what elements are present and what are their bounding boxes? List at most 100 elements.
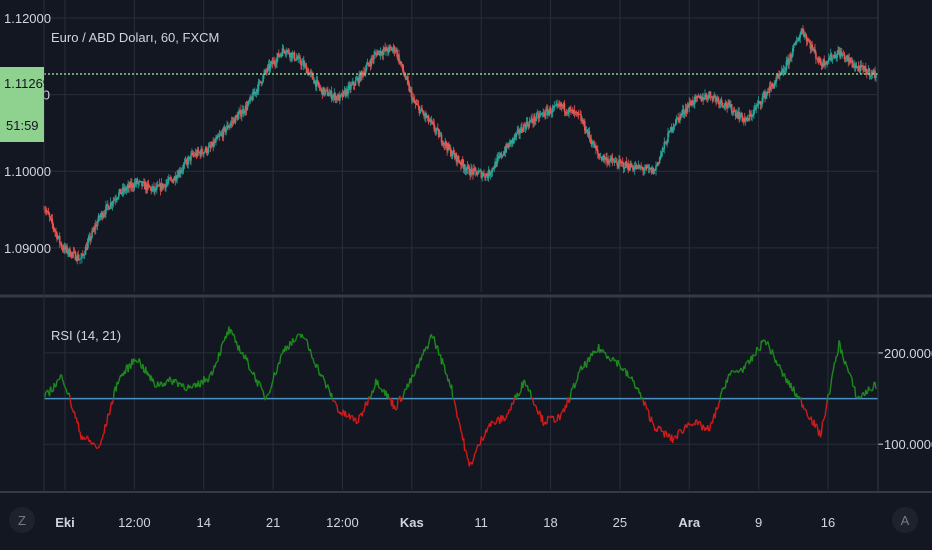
time-axis-label: 11 (474, 515, 488, 530)
price-candle-body (753, 109, 755, 115)
price-candle-body (449, 148, 452, 157)
rsi-segment (65, 389, 68, 394)
price-candle-body (458, 160, 460, 163)
price-candle-body (532, 121, 534, 123)
price-candle-body (567, 112, 569, 114)
price-candle-body (274, 62, 276, 65)
rsi-legend[interactable]: RSI (14, 21) (51, 328, 121, 343)
price-candle-body (434, 129, 436, 132)
corner-button-left-bg[interactable] (9, 507, 35, 533)
price-candle-body (473, 168, 476, 169)
price-candle-body (406, 76, 409, 81)
price-candle-body (618, 159, 620, 168)
price-candle-body (510, 140, 512, 142)
rsi-segment (45, 390, 48, 393)
time-axis-label: 21 (266, 515, 280, 530)
rsi-segment (260, 387, 263, 390)
price-candle-body (464, 168, 467, 171)
price-candle-body (691, 100, 693, 106)
auto-scale-right[interactable]: A (892, 507, 918, 533)
corner-button-right-bg[interactable] (892, 507, 918, 533)
price-candle-body (236, 116, 239, 120)
rsi-segment (357, 414, 360, 423)
price-candle-body (89, 236, 92, 241)
price-candle-body (329, 91, 332, 94)
price-candle-body (70, 252, 73, 257)
rsi-segment (613, 359, 616, 362)
price-candle-body (856, 66, 859, 67)
rsi-segment (674, 435, 677, 438)
price-candle-body (548, 108, 551, 112)
price-candle-body (804, 34, 807, 37)
price-candle-body (199, 152, 202, 156)
rsi-segment (538, 410, 542, 413)
price-candle-body (316, 80, 319, 82)
price-candle-body (213, 141, 215, 147)
corner-button-left-label[interactable]: Z (18, 513, 26, 528)
price-candle-body (343, 90, 346, 92)
auto-scale-left[interactable]: Z (9, 507, 35, 533)
rsi-segment (573, 384, 577, 389)
price-tick-label: 1.09000 (4, 241, 51, 256)
rsi-segment (393, 405, 396, 410)
price-candle-body (290, 52, 292, 58)
price-candle-body (338, 94, 340, 101)
rsi-segment (94, 444, 97, 447)
rsi-segment (414, 370, 417, 375)
price-candle-body (780, 70, 783, 74)
price-candle-body (441, 142, 444, 145)
time-axis[interactable]: Eki 12:00 14 21 12:00 Kas 11 18 25 Ara 9 16 (55, 515, 835, 530)
rsi-segment (60, 374, 64, 380)
price-candle-body (597, 153, 600, 157)
price-candle-body (422, 111, 424, 114)
price-candle-body (398, 54, 400, 63)
rsi-segment (414, 365, 418, 371)
symbol-legend[interactable]: Euro / ABD Doları, 60, FXCM (51, 30, 219, 45)
price-candle-body (624, 161, 627, 169)
rsi-segment (732, 370, 735, 373)
price-candle-body (242, 109, 245, 114)
price-candle-body (506, 144, 508, 148)
price-candle-body (265, 70, 267, 72)
price-candle-body (411, 91, 413, 101)
rsi-segment (828, 393, 831, 396)
price-candle-body (372, 58, 374, 60)
price-candle-body (742, 117, 744, 122)
price-candle-body (804, 34, 806, 37)
price-candle-body (321, 88, 324, 96)
price-candle-body (126, 187, 128, 190)
rsi-segment (433, 336, 436, 343)
price-candle-body (248, 100, 251, 102)
price-candle-body (287, 49, 289, 51)
price-candle-body (862, 67, 864, 70)
price-candle-body (596, 149, 598, 151)
price-tick-label: 1.12000 (4, 11, 51, 26)
rsi-segment (651, 421, 654, 424)
price-candle-body (781, 69, 784, 71)
price-candle-body (659, 155, 662, 158)
rsi-segment (127, 363, 130, 373)
price-candle-body (190, 154, 192, 161)
rsi-segment (761, 339, 764, 343)
price-candle-body (178, 170, 180, 178)
rsi-segment (134, 359, 138, 362)
rsi-pane[interactable]: 200.00000 100.00000 (43, 298, 932, 490)
price-candle-body (223, 127, 226, 129)
price-candle-body (463, 168, 466, 170)
price-candle-body (658, 157, 661, 163)
rsi-segment (111, 399, 115, 405)
rsi-segment (83, 436, 86, 440)
rsi-segment (466, 457, 469, 460)
price-candle-body (285, 52, 288, 54)
rsi-segment (661, 430, 663, 433)
price-candle-body (70, 256, 72, 257)
corner-button-right-label[interactable]: A (901, 513, 910, 528)
price-candle-body (792, 48, 794, 56)
price-candle-body (367, 62, 370, 65)
rsi-segment (645, 404, 648, 410)
rsi-segment (443, 364, 446, 373)
price-badge-countdown: 51:59 (6, 118, 39, 133)
rsi-segment (462, 438, 466, 451)
rsi-segment (363, 407, 366, 413)
